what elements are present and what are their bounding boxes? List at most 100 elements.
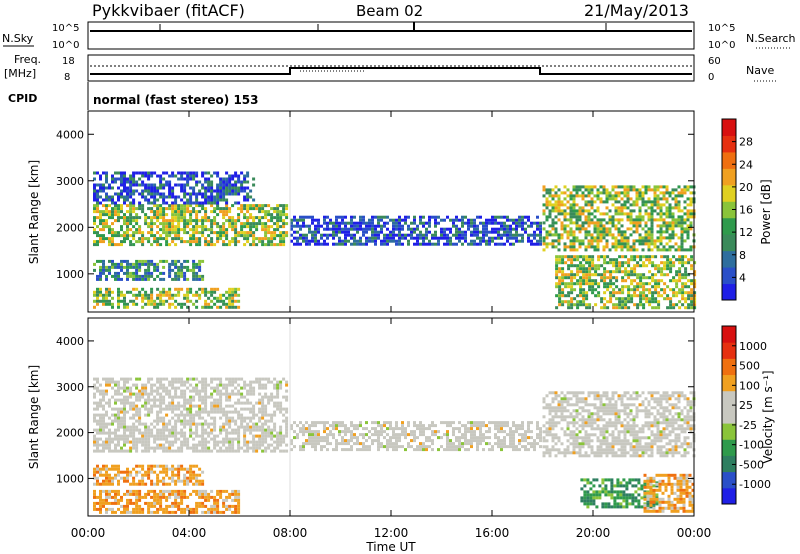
heatmap-cell [603, 258, 607, 262]
heatmap-cell [201, 231, 205, 235]
heatmap-cell [600, 306, 604, 310]
heatmap-cell [656, 245, 660, 249]
heatmap-cell [647, 188, 651, 192]
heatmap-cell [416, 227, 419, 231]
heatmap-cell [623, 191, 627, 195]
heatmap-cell [647, 236, 651, 240]
heatmap-cell [314, 233, 317, 237]
heatmap-cell [183, 489, 187, 493]
heatmap-cell [644, 236, 648, 240]
heatmap-cell [356, 227, 359, 231]
heatmap-cell [126, 510, 129, 514]
heatmap-cell [605, 206, 609, 210]
heatmap-cell [117, 434, 120, 438]
heatmap-cell [684, 306, 688, 310]
heatmap-cell [210, 219, 214, 223]
heatmap-cell [594, 294, 598, 298]
heatmap-cell [639, 294, 643, 298]
heatmap-cell [219, 492, 223, 496]
heatmap-cell [653, 197, 657, 201]
heatmap-cell [431, 215, 434, 219]
heatmap-cell [132, 171, 136, 175]
heatmap-cell [539, 239, 542, 243]
heatmap-cell [147, 201, 151, 205]
heatmap-cell [350, 433, 353, 437]
heatmap-cell [389, 424, 392, 428]
heatmap-cell [491, 215, 494, 219]
heatmap-cell [225, 234, 229, 238]
heatmap-cell [335, 448, 338, 452]
heatmap-cell [108, 383, 111, 387]
heatmap-cell [666, 267, 670, 271]
heatmap-cell [668, 221, 672, 225]
heatmap-cell [177, 419, 181, 423]
heatmap-cell [129, 431, 133, 435]
heatmap-cell [615, 306, 619, 310]
heatmap-cell [570, 282, 574, 286]
heatmap-cell [596, 218, 600, 222]
heatmap-cell [602, 200, 606, 204]
heatmap-cell [234, 431, 238, 435]
heatmap-cell [609, 282, 613, 286]
heatmap-cell [180, 404, 184, 408]
heatmap-cell [237, 501, 241, 505]
heatmap-cell [296, 239, 299, 243]
heatmap-cell [132, 302, 136, 306]
heatmap-cell [282, 437, 286, 441]
heatmap-cell [644, 239, 648, 243]
heatmap-cell [222, 222, 226, 226]
heatmap-cell [162, 210, 166, 214]
heatmap-cell [126, 476, 129, 480]
heatmap-cell [687, 279, 691, 283]
heatmap-cell [555, 306, 559, 310]
heatmap-cell [575, 227, 579, 231]
heatmap-cell [147, 431, 151, 435]
heatmap-cell [632, 203, 636, 207]
heatmap-cell [180, 449, 184, 453]
heatmap-cell [237, 180, 241, 184]
heatmap-cell [261, 413, 265, 417]
heatmap-cell [404, 430, 407, 434]
heatmap-cell [332, 448, 335, 452]
heatmap-cell [138, 482, 142, 486]
heatmap-cell [311, 439, 314, 443]
heatmap-cell [234, 287, 238, 291]
heatmap-cell [174, 434, 178, 438]
heatmap-cell [246, 389, 250, 393]
heatmap-cell [207, 507, 211, 511]
heatmap-cell [302, 218, 305, 222]
heatmap-cell [195, 377, 199, 381]
heatmap-cell [425, 230, 428, 234]
heatmap-cell [228, 380, 232, 384]
heatmap-cell [156, 302, 160, 306]
heatmap-cell [99, 510, 102, 514]
heatmap-cell [542, 248, 546, 252]
heatmap-cell [162, 201, 166, 205]
heatmap-cell [231, 293, 235, 297]
heatmap-cell [551, 221, 555, 225]
heatmap-cell [165, 213, 169, 217]
heatmap-cell [579, 267, 583, 271]
heatmap-cell [135, 296, 139, 300]
heatmap-cell [213, 443, 217, 447]
heatmap-cell [564, 273, 568, 277]
heatmap-cell [240, 413, 244, 417]
heatmap-cell [579, 285, 583, 289]
heatmap-cell [180, 464, 184, 468]
heatmap-cell [464, 239, 467, 243]
heatmap-cell [359, 424, 362, 428]
heatmap-cell [506, 230, 509, 234]
heatmap-cell [102, 210, 105, 214]
heatmap-cell [353, 215, 356, 219]
heatmap-cell [126, 277, 129, 281]
heatmap-cell [234, 222, 238, 226]
heatmap-cell [258, 204, 262, 208]
heatmap-cell [144, 219, 148, 223]
heatmap-cell [674, 203, 678, 207]
heatmap-cell [608, 233, 612, 237]
heatmap-cell [195, 305, 199, 309]
heatmap-cell [177, 473, 181, 477]
heatmap-cell [509, 218, 512, 222]
heatmap-cell [458, 239, 461, 243]
heatmap-cell [401, 424, 404, 428]
